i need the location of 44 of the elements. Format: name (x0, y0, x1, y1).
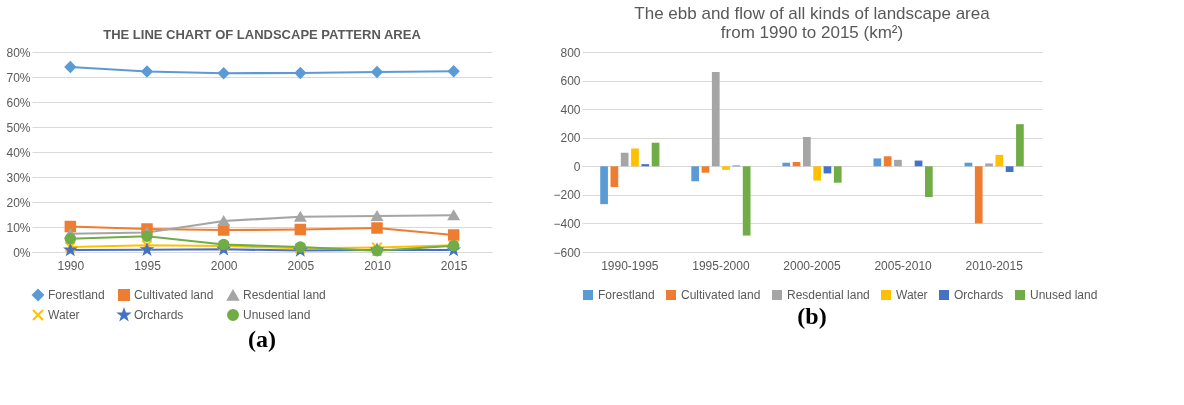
legend-label: Orchards (134, 308, 184, 322)
y-tick-label: 0 (573, 159, 581, 174)
y-tick-label: 600 (560, 74, 581, 89)
legend-label: Unused land (243, 308, 311, 322)
y-tick-label: −200 (553, 188, 581, 203)
chart-title: THE LINE CHART OF LANDSCAPE PATTERN AREA (103, 27, 422, 42)
y-tick-label: 80% (6, 45, 31, 60)
y-tick-label: −400 (553, 216, 581, 231)
y-tick-label: 60% (6, 95, 31, 110)
legend-label: Resdential land (787, 288, 870, 302)
text: (a) (248, 326, 276, 352)
y-tick-label: −600 (553, 245, 581, 260)
x-tick-label: 2015 (440, 258, 468, 273)
chart-title: The ebb and flow of all kinds of landscape area from 1990 to 2015 (km²) (634, 4, 991, 42)
y-tick-label: 400 (560, 102, 581, 117)
x-tick-label: 2010 (364, 258, 392, 273)
legend-label: Cultivated land (134, 288, 214, 302)
text: (b) (797, 303, 827, 329)
legend-label: Unused land (1030, 288, 1098, 302)
y-tick-label: 30% (6, 170, 31, 185)
legend-label: Water (48, 308, 80, 322)
legend-label: Orchards (954, 288, 1004, 302)
legend-label: Resdential land (243, 288, 326, 303)
x-tick-label: 1990 (57, 258, 85, 273)
y-tick-label: 10% (6, 220, 31, 235)
x-tick-label: 2005-2010 (874, 258, 933, 273)
y-tick-label: 50% (6, 120, 31, 135)
x-tick-label: 1995 (134, 258, 162, 273)
y-tick-label: 70% (6, 70, 31, 85)
x-tick-label: 2010-2015 (965, 258, 1024, 273)
legend-label: Forestland (598, 288, 655, 302)
y-tick-label: 20% (6, 195, 31, 210)
x-tick-label: 2000-2005 (783, 258, 842, 273)
x-tick-label: 2005 (287, 258, 315, 273)
legend-label: Forestland (48, 288, 105, 302)
y-tick-label: 40% (6, 145, 31, 160)
x-tick-label: 2000 (210, 258, 238, 273)
y-tick-label: 0% (13, 245, 31, 260)
legend-label: Cultivated land (681, 288, 761, 302)
legend-label: Water (896, 288, 928, 302)
y-tick-label: 200 (560, 131, 581, 146)
x-tick-label: 1995-2000 (692, 258, 750, 273)
y-tick-label: 800 (560, 45, 581, 60)
x-tick-label: 1990-1995 (601, 258, 659, 273)
